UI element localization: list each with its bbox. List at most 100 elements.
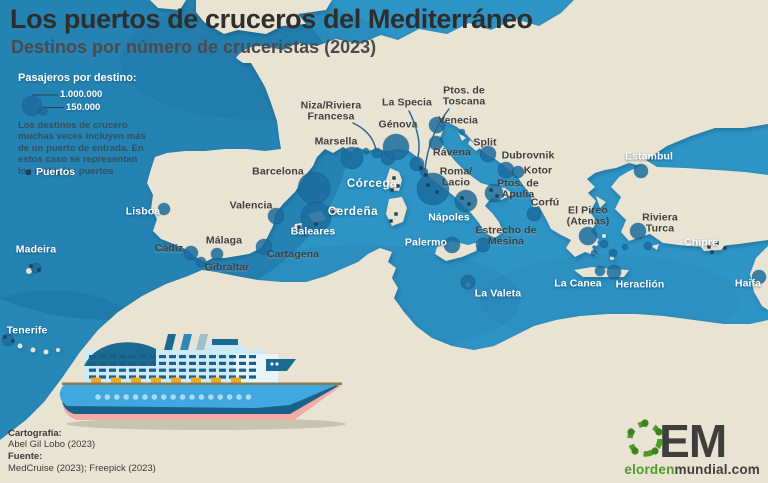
ship-window: [129, 368, 136, 372]
ship-roof-swoosh: [84, 342, 156, 366]
passenger-bubble: [340, 146, 364, 170]
ship-window: [109, 368, 116, 372]
ship-shadow: [66, 418, 346, 430]
ship-window: [89, 375, 96, 379]
ship-window: [229, 368, 236, 372]
ship-window: [89, 361, 96, 365]
ship-window: [99, 355, 106, 359]
ship-window: [229, 355, 236, 359]
ship-portholes: [95, 394, 252, 400]
ship-porthole: [95, 394, 101, 400]
ship-lifeboat: [231, 377, 241, 383]
landmass-africa: [0, 248, 768, 483]
ship-window: [219, 368, 226, 372]
ship-window: [149, 368, 156, 372]
ship-window: [209, 368, 216, 372]
ship-lifeboat: [171, 377, 181, 383]
passenger-bubble: [608, 248, 618, 258]
passenger-bubble: [590, 249, 598, 257]
passenger-bubble: [195, 256, 207, 268]
legend-scale-graphic: [21, 94, 64, 117]
passenger-bubble: [157, 202, 171, 216]
port-marker-square: [424, 173, 428, 177]
ship-window: [179, 368, 186, 372]
ship-bridge-light: [275, 362, 279, 366]
port-marker-square: [297, 225, 301, 229]
passenger-bubble: [458, 128, 466, 136]
ship-porthole: [226, 394, 233, 400]
port-marker-square: [11, 339, 15, 343]
island-sardinia: [386, 197, 407, 226]
port-marker-square: [396, 184, 400, 188]
ship-window: [139, 361, 146, 365]
island-euboea: [596, 196, 606, 208]
landmass-britain: [196, 0, 332, 34]
logo-url-dark: mundial.com: [674, 462, 760, 477]
ship-window: [149, 355, 156, 359]
passenger-bubble: [428, 116, 446, 134]
passenger-bubble: [633, 163, 649, 179]
passenger-bubble: [751, 269, 767, 285]
island-canary: [30, 347, 36, 353]
ship-window: [179, 355, 186, 359]
ship-window: [159, 355, 166, 359]
ship-window: [189, 368, 196, 372]
passenger-bubble: [255, 238, 273, 256]
ship-deck-line: [62, 382, 342, 386]
passenger-bubble: [416, 172, 450, 206]
ship-window: [129, 375, 136, 379]
ship-window: [249, 361, 256, 365]
port-marker-square: [715, 241, 719, 245]
ship-window: [99, 368, 106, 372]
ship-porthole: [236, 394, 242, 400]
ship-porthole: [198, 394, 205, 400]
ship-window: [239, 355, 246, 359]
ship-window: [109, 355, 116, 359]
ship-window: [179, 361, 186, 365]
ship-window: [99, 361, 106, 365]
ship-window: [209, 361, 216, 365]
ship-window: [89, 355, 96, 359]
ship-window: [199, 355, 206, 359]
port-marker-square: [426, 183, 430, 187]
passenger-bubble: [454, 189, 478, 213]
port-marker-square: [37, 268, 41, 272]
ship-window: [209, 375, 216, 379]
ship-window: [129, 361, 136, 365]
port-square-icon: [26, 169, 31, 175]
ship-porthole: [151, 394, 158, 400]
legend-ports-item: Puertos: [26, 166, 75, 178]
ship-window: [249, 368, 256, 372]
passenger-bubble: [526, 206, 542, 222]
port-marker-square: [495, 194, 499, 198]
port-marker-square: [3, 335, 7, 339]
port-marker-square: [460, 196, 464, 200]
logo-url-green: elorden: [624, 462, 675, 477]
ship-window: [179, 375, 186, 379]
passenger-bubble: [297, 171, 331, 205]
legend-bubble-small: [38, 106, 48, 116]
port-marker-square: [723, 246, 727, 250]
passenger-bubble: [210, 247, 224, 261]
credits: Cartografía: Abel Gil Lobo (2023) Fuente…: [8, 428, 156, 476]
island-rhodes: [651, 244, 659, 250]
passenger-bubble: [621, 243, 629, 251]
passenger-bubble: [300, 201, 332, 233]
ship-window: [239, 368, 246, 372]
port-marker-square: [390, 188, 394, 192]
port-marker-square: [707, 245, 711, 249]
legend: Pasajeros por destino: 1.000.000 150.000: [18, 72, 168, 130]
ship-window: [159, 375, 166, 379]
source-value: MedCruise (2023); Freepick (2023): [8, 463, 156, 475]
legend-ports-label: Puertos: [36, 166, 76, 178]
passenger-bubble: [484, 183, 504, 203]
ship-window: [169, 375, 176, 379]
port-marker-square: [331, 210, 335, 214]
passenger-bubble: [578, 226, 598, 246]
ship-window: [189, 355, 196, 359]
ship-lifeboat: [211, 377, 221, 383]
cruise-ship-illustration: [59, 334, 346, 430]
ship-porthole: [208, 394, 214, 400]
ship-window: [239, 375, 246, 379]
